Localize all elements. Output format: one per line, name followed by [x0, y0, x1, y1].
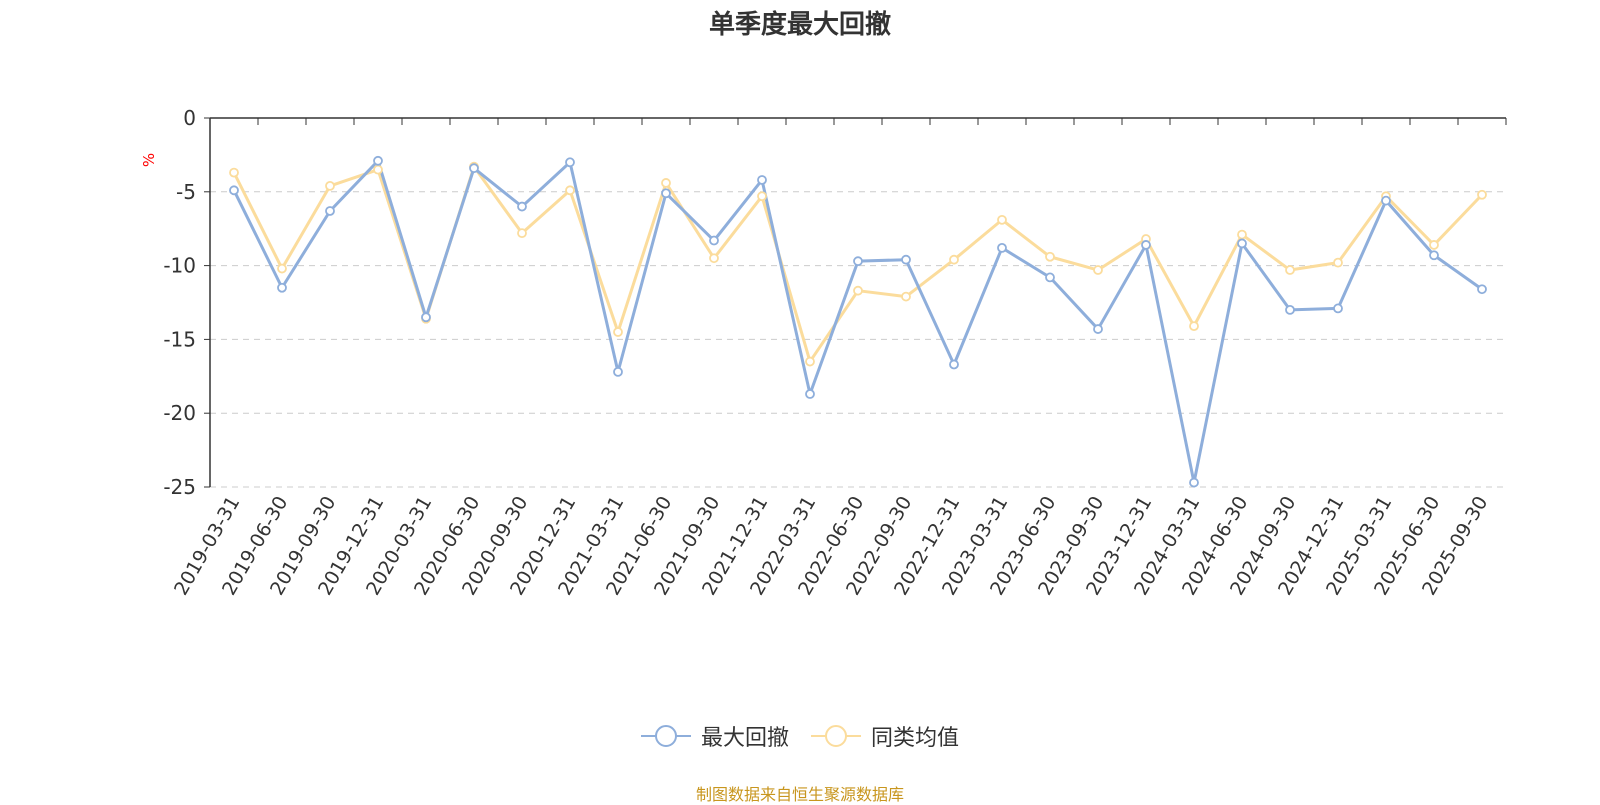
- y-tick-label: 0: [183, 106, 196, 130]
- data-point-series-1[interactable]: [373, 164, 383, 175]
- data-point-series-1[interactable]: [1093, 265, 1103, 275]
- legend-label-peer-average: 同类均值: [871, 726, 960, 751]
- data-point-series-0[interactable]: [373, 155, 383, 166]
- y-tick-label: -5: [176, 180, 196, 204]
- series-line-0: [232, 159, 1483, 485]
- data-point-series-0[interactable]: [997, 242, 1007, 253]
- data-point-series-1[interactable]: [661, 178, 671, 188]
- data-point-series-0[interactable]: [757, 175, 767, 185]
- data-point-series-1[interactable]: [901, 291, 911, 302]
- data-point-series-0[interactable]: [901, 254, 911, 265]
- legend: 最大回撤 同类均值: [0, 720, 1600, 752]
- grid-lines: [210, 191, 1506, 488]
- legend-marker-max-drawdown: [640, 725, 691, 747]
- data-point-series-1[interactable]: [613, 327, 623, 337]
- data-point-series-0[interactable]: [1285, 304, 1295, 315]
- data-point-series-0[interactable]: [1141, 240, 1151, 250]
- data-point-series-0[interactable]: [421, 312, 431, 323]
- data-point-series-1[interactable]: [853, 285, 863, 296]
- data-point-series-0[interactable]: [1237, 238, 1247, 249]
- data-point-series-0[interactable]: [949, 359, 959, 370]
- data-point-series-1[interactable]: [949, 254, 959, 265]
- data-point-series-0[interactable]: [325, 206, 335, 216]
- data-point-series-0[interactable]: [1189, 477, 1199, 488]
- y-tick-label: -10: [163, 254, 196, 278]
- data-point-series-0[interactable]: [1333, 303, 1343, 314]
- legend-label-max-drawdown: 最大回撤: [700, 726, 789, 751]
- data-point-series-0[interactable]: [1093, 324, 1103, 334]
- data-point-series-1[interactable]: [1237, 229, 1247, 240]
- data-point-series-1[interactable]: [229, 167, 239, 178]
- data-point-series-0[interactable]: [565, 157, 575, 168]
- series-lines: [229, 155, 1487, 488]
- y-tick-label: -20: [163, 401, 196, 425]
- data-point-series-0[interactable]: [1381, 195, 1391, 206]
- data-point-series-0[interactable]: [469, 163, 479, 174]
- data-point-series-0[interactable]: [1429, 250, 1439, 261]
- data-point-series-1[interactable]: [565, 185, 575, 196]
- data-point-series-0[interactable]: [661, 188, 671, 199]
- data-point-series-0[interactable]: [277, 282, 287, 293]
- legend-item-peer-average[interactable]: 同类均值: [811, 720, 959, 752]
- data-point-series-1[interactable]: [277, 263, 287, 274]
- data-point-series-1[interactable]: [757, 191, 767, 202]
- chart-title: 单季度最大回撤: [708, 10, 891, 40]
- legend-item-max-drawdown[interactable]: 最大回撤: [640, 720, 789, 752]
- legend-marker-peer-average: [811, 725, 861, 747]
- y-tick-label: -15: [163, 327, 196, 351]
- data-point-series-1[interactable]: [1429, 240, 1439, 250]
- data-point-series-0[interactable]: [805, 389, 815, 399]
- data-point-series-1[interactable]: [517, 228, 527, 239]
- data-point-series-0[interactable]: [709, 235, 719, 246]
- data-point-series-1[interactable]: [1333, 257, 1343, 268]
- y-tick-label: -25: [163, 475, 196, 499]
- data-point-series-1[interactable]: [709, 253, 719, 264]
- data-point-series-1[interactable]: [1189, 321, 1199, 332]
- data-point-series-0[interactable]: [229, 185, 239, 196]
- data-point-series-1[interactable]: [997, 214, 1007, 225]
- data-point-series-1[interactable]: [325, 180, 335, 191]
- data-point-series-0[interactable]: [853, 256, 863, 267]
- data-point-series-0[interactable]: [517, 201, 527, 212]
- data-point-series-1[interactable]: [1285, 265, 1295, 275]
- source-note: 制图数据来自恒生聚源数据库: [695, 785, 904, 804]
- y-axis-unit-label: %: [140, 153, 158, 167]
- data-point-series-0[interactable]: [1477, 284, 1487, 295]
- data-point-series-1[interactable]: [1477, 189, 1487, 200]
- data-point-series-0[interactable]: [613, 366, 623, 377]
- data-point-series-1[interactable]: [1045, 251, 1055, 262]
- data-point-series-0[interactable]: [1045, 272, 1055, 283]
- axes: 0-5-10-15-20-252019-03-312019-06-302019-…: [163, 106, 1507, 599]
- data-point-series-1[interactable]: [805, 356, 815, 367]
